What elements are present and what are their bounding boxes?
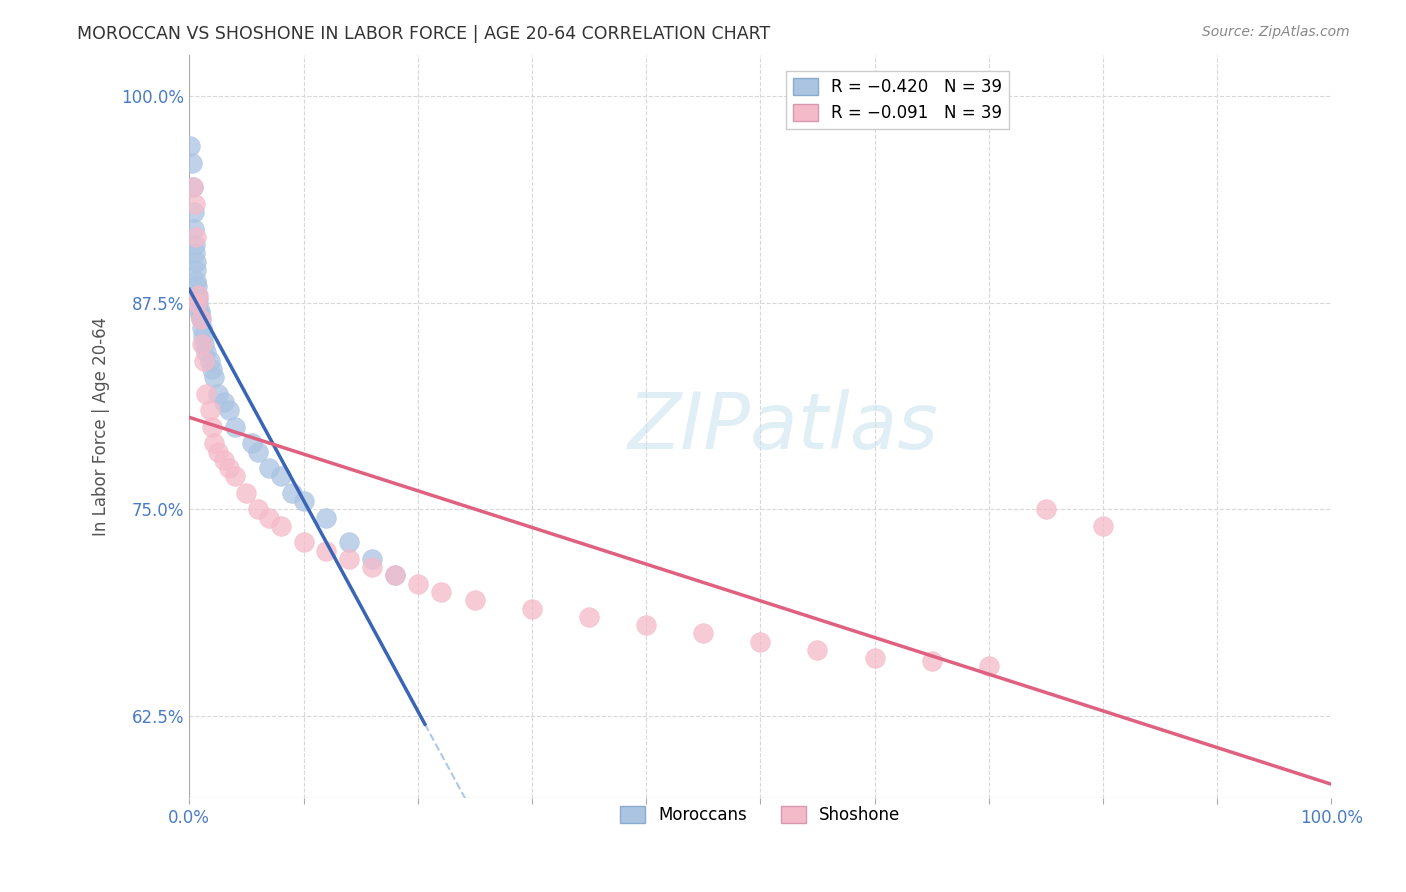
Point xyxy=(218,403,240,417)
Point xyxy=(207,386,229,401)
Point xyxy=(186,287,208,301)
Point xyxy=(977,659,1000,673)
Point xyxy=(204,436,226,450)
Point xyxy=(212,453,235,467)
Point xyxy=(183,205,205,219)
Point xyxy=(337,535,360,549)
Point xyxy=(193,353,215,368)
Point xyxy=(186,275,208,289)
Point xyxy=(636,618,658,632)
Point xyxy=(187,291,209,305)
Point xyxy=(188,304,211,318)
Point xyxy=(204,370,226,384)
Point xyxy=(212,395,235,409)
Point xyxy=(201,362,224,376)
Point xyxy=(361,560,384,574)
Point xyxy=(520,601,543,615)
Point xyxy=(406,576,429,591)
Point xyxy=(190,312,212,326)
Point xyxy=(190,312,212,326)
Point xyxy=(246,444,269,458)
Point xyxy=(246,502,269,516)
Point xyxy=(186,263,208,277)
Point xyxy=(464,593,486,607)
Point xyxy=(207,444,229,458)
Point xyxy=(806,643,828,657)
Point xyxy=(921,654,943,668)
Point xyxy=(281,486,304,500)
Point xyxy=(292,494,315,508)
Point xyxy=(193,337,215,351)
Point xyxy=(183,221,205,235)
Point xyxy=(184,246,207,260)
Point xyxy=(229,816,252,830)
Point xyxy=(257,461,280,475)
Point xyxy=(180,155,202,169)
Point xyxy=(179,139,201,153)
Point xyxy=(186,230,208,244)
Point xyxy=(270,469,292,483)
Point xyxy=(181,180,204,194)
Point xyxy=(187,296,209,310)
Point xyxy=(195,345,218,359)
Point xyxy=(181,180,204,194)
Point xyxy=(315,510,337,524)
Legend: Moroccans, Shoshone: Moroccans, Shoshone xyxy=(613,799,907,831)
Point xyxy=(191,337,214,351)
Point xyxy=(692,626,714,640)
Point xyxy=(191,320,214,334)
Point xyxy=(191,329,214,343)
Text: MOROCCAN VS SHOSHONE IN LABOR FORCE | AGE 20-64 CORRELATION CHART: MOROCCAN VS SHOSHONE IN LABOR FORCE | AG… xyxy=(77,25,770,43)
Point xyxy=(184,196,207,211)
Point xyxy=(337,552,360,566)
Point xyxy=(201,419,224,434)
Point xyxy=(187,287,209,301)
Point xyxy=(235,486,257,500)
Point xyxy=(186,296,208,310)
Point xyxy=(315,543,337,558)
Point xyxy=(186,279,208,293)
Point xyxy=(198,353,221,368)
Point xyxy=(195,386,218,401)
Point xyxy=(218,461,240,475)
Point xyxy=(578,609,600,624)
Point xyxy=(188,308,211,322)
Point xyxy=(361,552,384,566)
Point xyxy=(429,585,451,599)
Point xyxy=(384,568,406,582)
Y-axis label: In Labor Force | Age 20-64: In Labor Force | Age 20-64 xyxy=(93,318,110,536)
Point xyxy=(384,568,406,582)
Text: Source: ZipAtlas.com: Source: ZipAtlas.com xyxy=(1202,25,1350,39)
Point xyxy=(1035,502,1057,516)
Point xyxy=(292,535,315,549)
Point xyxy=(257,510,280,524)
Point xyxy=(224,469,246,483)
Point xyxy=(749,634,772,648)
Point xyxy=(240,436,263,450)
Point xyxy=(863,651,886,665)
Point xyxy=(186,254,208,268)
Point xyxy=(1091,519,1114,533)
Point xyxy=(270,519,292,533)
Point xyxy=(224,419,246,434)
Text: ZIPatlas: ZIPatlas xyxy=(627,389,939,465)
Point xyxy=(198,403,221,417)
Point xyxy=(184,238,207,252)
